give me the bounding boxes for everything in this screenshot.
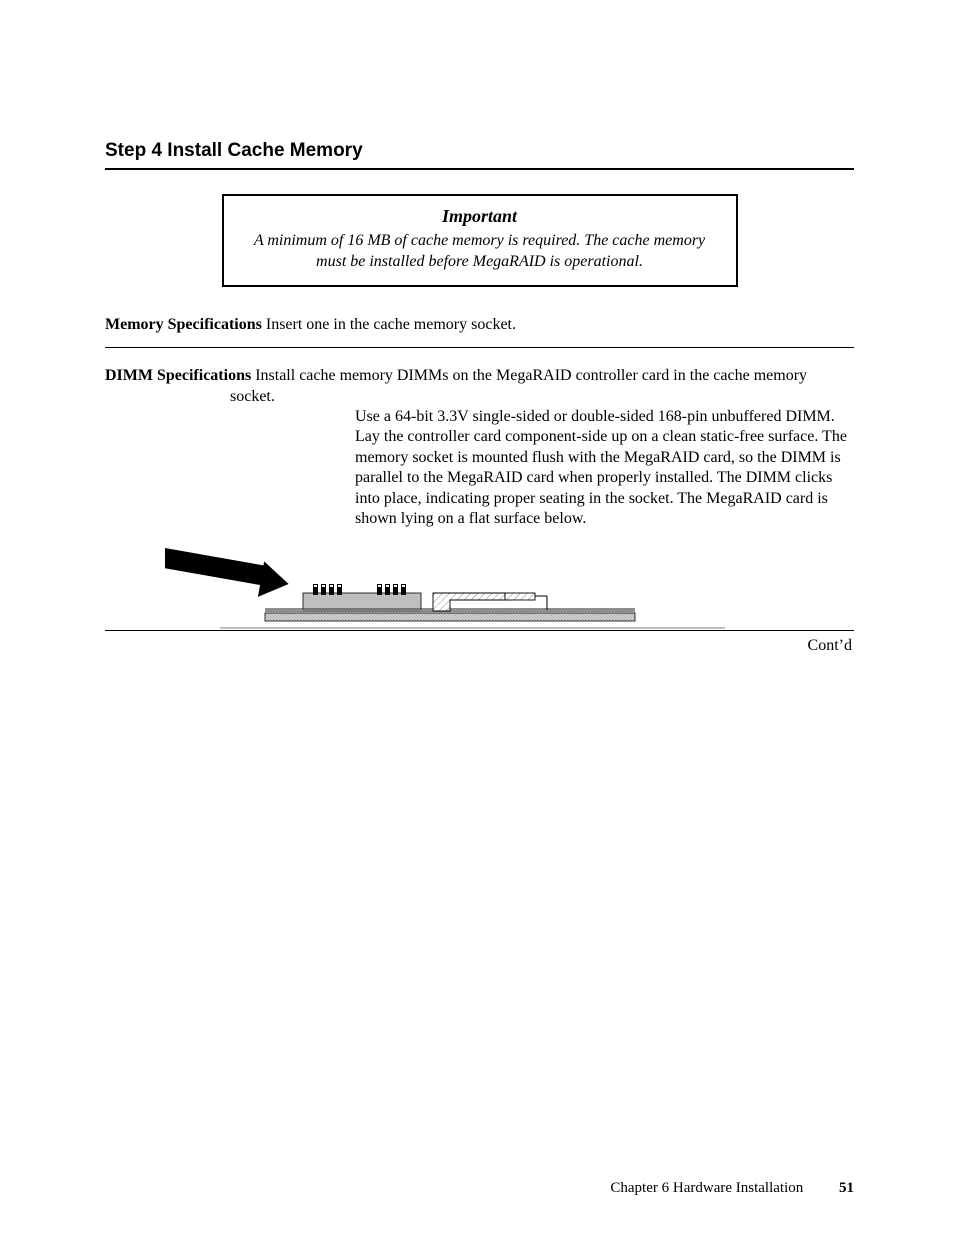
section-heading: Step 4 Install Cache Memory xyxy=(105,140,854,170)
document-page: Step 4 Install Cache Memory Important A … xyxy=(0,0,954,1235)
dimm-spec-rest: Use a 64-bit 3.3V single-sided or double… xyxy=(230,407,854,530)
dimm-spec-block: DIMM Specifications Install cache memory… xyxy=(105,366,854,631)
page-footer: Chapter 6 Hardware Installation 51 xyxy=(610,1180,854,1197)
memory-spec-paragraph: Memory Specifications Insert one in the … xyxy=(105,315,854,348)
memory-spec-text: Insert one in the cache memory socket. xyxy=(262,316,516,333)
dimm-figure xyxy=(165,538,854,630)
footer-chapter: Chapter 6 Hardware Installation xyxy=(610,1180,803,1196)
important-body-text: A minimum of 16 MB of cache memory is re… xyxy=(240,231,720,273)
important-callout: Important A minimum of 16 MB of cache me… xyxy=(222,194,738,287)
important-heading: Important xyxy=(240,206,720,227)
footer-page-number: 51 xyxy=(839,1180,854,1196)
dimm-diagram-icon xyxy=(165,538,725,630)
dimm-spec-first-line: Install cache memory DIMMs on the MegaRA… xyxy=(230,367,807,404)
memory-spec-label: Memory Specifications xyxy=(105,316,262,333)
dimm-spec-label: DIMM Specifications xyxy=(105,367,251,384)
dimm-spec-paragraph: DIMM Specifications Install cache memory… xyxy=(105,366,854,530)
continued-label: Cont’d xyxy=(105,637,854,655)
